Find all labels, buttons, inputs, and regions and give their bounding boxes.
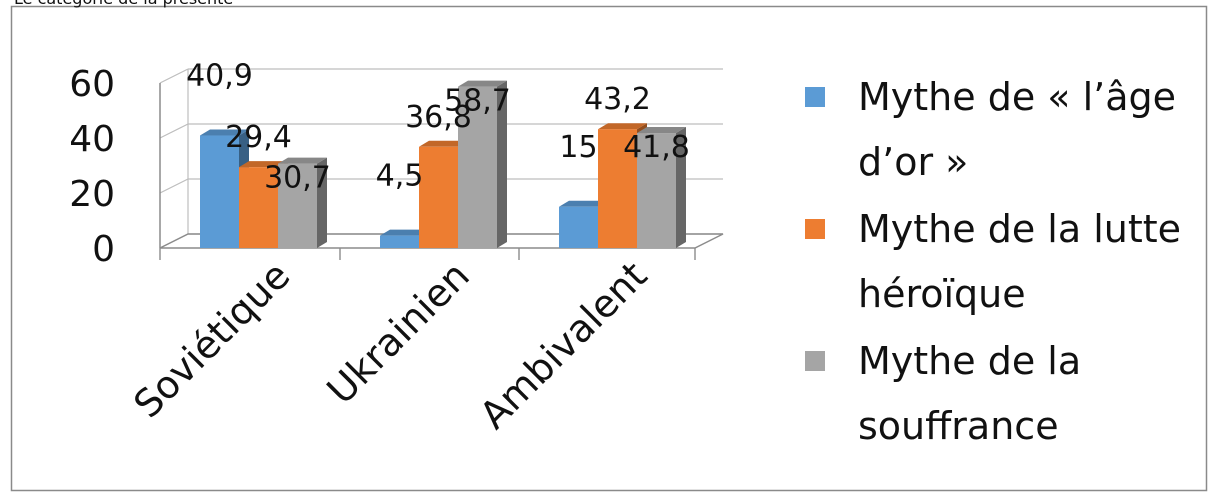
y-tick-label: 20 bbox=[69, 174, 115, 215]
bar-top bbox=[458, 80, 507, 87]
bar-side bbox=[676, 127, 686, 248]
legend-swatch bbox=[805, 219, 825, 239]
legend-label: héroïque bbox=[858, 272, 1026, 316]
data-label: 29,4 bbox=[225, 120, 292, 155]
bar-front bbox=[458, 86, 497, 248]
bar-front bbox=[598, 129, 637, 248]
data-label: 43,2 bbox=[584, 82, 651, 117]
legend-swatch bbox=[805, 87, 825, 107]
legend-item: Mythe de la souffrance bbox=[805, 339, 1081, 448]
legend-swatch bbox=[805, 351, 825, 371]
bar bbox=[637, 127, 686, 248]
bar-front bbox=[380, 235, 419, 248]
bar-top bbox=[380, 229, 429, 236]
data-label: 36,8 bbox=[405, 100, 472, 135]
bar-front bbox=[637, 133, 676, 248]
y-tick-label: 0 bbox=[92, 229, 115, 270]
data-labels: 40,9 29,4 30,7 4,5 36,858,7 15 43,2 41,8 bbox=[186, 59, 690, 196]
bar-front bbox=[239, 167, 278, 248]
legend-label: Mythe de la bbox=[858, 339, 1081, 383]
bar-front bbox=[200, 135, 239, 248]
gridline-side bbox=[159, 68, 189, 84]
data-label: 41,8 bbox=[623, 130, 690, 165]
legend: Mythe de « l’âge d’or » Mythe de la lutte h… bbox=[805, 75, 1181, 448]
legend-item: Mythe de « l’âge d’or » bbox=[805, 75, 1176, 184]
bar-front bbox=[559, 206, 598, 248]
data-label: 58,7 bbox=[444, 84, 511, 119]
bar-top bbox=[637, 127, 686, 134]
chart-floor bbox=[159, 233, 724, 249]
bar bbox=[278, 157, 327, 248]
bar-side bbox=[317, 157, 327, 248]
bar-top bbox=[559, 200, 608, 207]
y-tick-label: 40 bbox=[69, 119, 115, 160]
bar-front bbox=[419, 146, 458, 248]
data-label: 15 bbox=[559, 130, 597, 165]
bar-side bbox=[497, 80, 507, 248]
legend-item: Mythe de la lutte héroïque bbox=[805, 207, 1181, 316]
legend-label: Mythe de « l’âge bbox=[858, 75, 1176, 119]
bar-top bbox=[200, 129, 249, 136]
bar-top bbox=[239, 161, 288, 168]
bar-top bbox=[598, 123, 647, 130]
legend-label: d’or » bbox=[858, 140, 968, 184]
gridline-side bbox=[159, 178, 189, 194]
data-label: 30,7 bbox=[264, 161, 331, 196]
legend-label: souffrance bbox=[858, 404, 1059, 448]
y-tick-label: 60 bbox=[69, 64, 115, 105]
gridline-side bbox=[159, 123, 189, 139]
data-label: 4,5 bbox=[376, 159, 424, 194]
bar-top bbox=[278, 157, 327, 164]
bar-front bbox=[278, 163, 317, 248]
caption-fragment: Le catégorie de la présente bbox=[14, 0, 233, 8]
legend-label: Mythe de la lutte bbox=[858, 207, 1181, 251]
data-label: 40,9 bbox=[186, 59, 253, 94]
bars bbox=[200, 80, 686, 248]
bar-top bbox=[419, 140, 468, 147]
bar bbox=[458, 80, 507, 248]
